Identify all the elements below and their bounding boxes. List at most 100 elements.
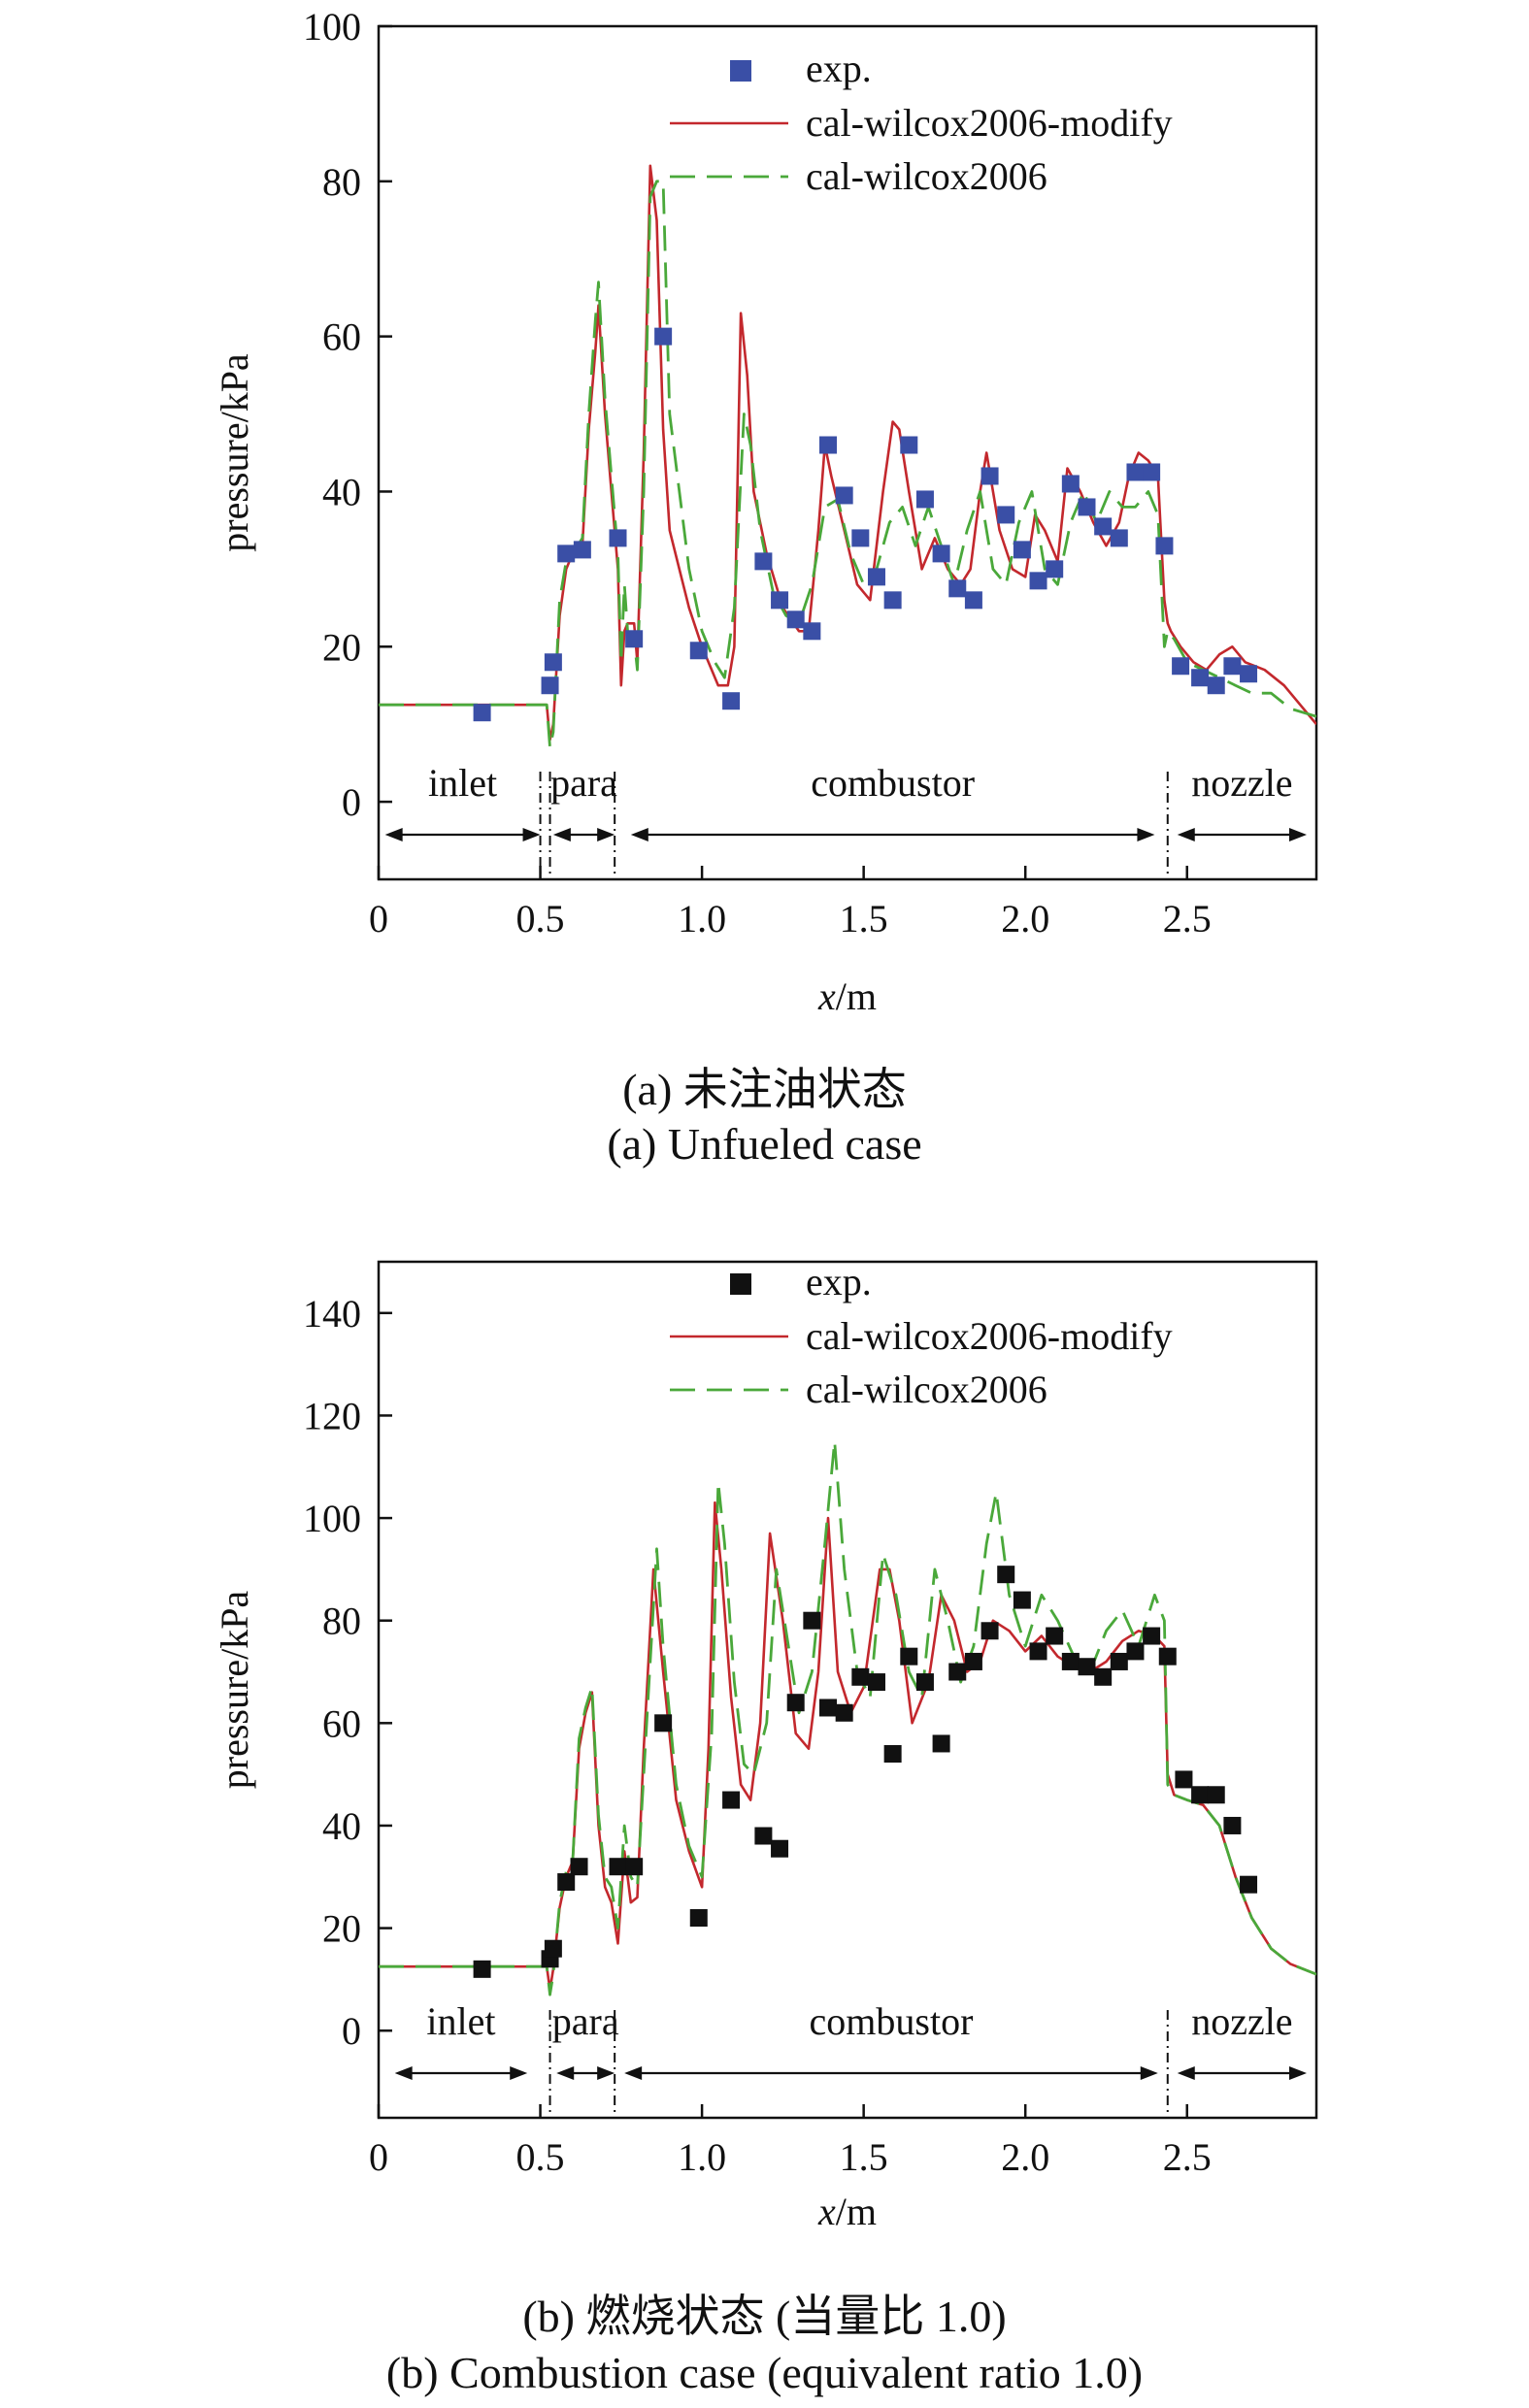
exp-point xyxy=(981,467,999,485)
arrow-head-left xyxy=(556,2066,575,2080)
exp-point xyxy=(625,630,644,648)
exp-point xyxy=(835,1703,853,1722)
exp-point xyxy=(1172,657,1190,676)
exp-point xyxy=(1191,1786,1210,1804)
exp-point xyxy=(786,610,805,629)
legend-marker-exp xyxy=(730,1273,751,1295)
x-axis-unit: /m xyxy=(836,2190,877,2233)
exp-point xyxy=(771,1839,789,1858)
series-line-wilcox2006 xyxy=(379,1439,1316,1996)
y-tick-label: 20 xyxy=(322,1907,361,1951)
exp-point xyxy=(1110,529,1128,547)
exp-point xyxy=(819,1699,838,1717)
exp-point xyxy=(754,1827,773,1845)
legend-label-exp: exp. xyxy=(806,47,872,90)
y-tick-label: 140 xyxy=(303,1292,361,1336)
legend-label-modify: cal-wilcox2006-modify xyxy=(806,101,1173,145)
caption-b-en: (b) Combustion case (equivalent ratio 1.… xyxy=(385,2348,1144,2397)
region-label-para: para xyxy=(552,1999,619,2043)
exp-point xyxy=(1240,1875,1258,1894)
exp-point xyxy=(948,1663,967,1681)
y-tick-label: 20 xyxy=(322,625,361,669)
exp-point xyxy=(544,1939,562,1958)
exp-point xyxy=(1191,669,1210,687)
exp-point xyxy=(948,579,967,598)
exp-point xyxy=(654,1714,673,1732)
legend: exp. cal-wilcox2006-modify cal-wilcox2006 xyxy=(670,47,1173,198)
y-axis-label: pressure/kPa xyxy=(213,353,256,552)
arrow-head-left xyxy=(624,2066,643,2080)
exp-point xyxy=(1094,1667,1113,1686)
exp-point xyxy=(1013,1591,1031,1609)
plot-frame xyxy=(377,24,1318,881)
arrow-head-left xyxy=(384,828,403,841)
exp-point xyxy=(1223,657,1242,676)
legend-label-wilcox2006: cal-wilcox2006 xyxy=(806,1368,1047,1411)
exp-point xyxy=(1207,676,1225,695)
x-tick-label: 1.0 xyxy=(678,2135,726,2179)
exp-point xyxy=(473,704,491,722)
y-tick-label: 120 xyxy=(303,1394,361,1437)
exp-point xyxy=(609,1858,627,1876)
caption-a-cn: (a) 未注油状态 xyxy=(622,1065,907,1114)
legend-label-exp: exp. xyxy=(806,1260,872,1303)
y-tick-label: 40 xyxy=(322,1804,361,1848)
exp-point xyxy=(932,544,950,563)
x-tick-label: 1.5 xyxy=(840,2135,888,2179)
region-label-combustor: combustor xyxy=(811,761,975,805)
x-tick-label: 1.5 xyxy=(840,897,888,940)
legend-marker-exp xyxy=(730,60,751,82)
arrow-head-left xyxy=(1177,2066,1195,2080)
region-label-inlet: inlet xyxy=(426,1999,495,2043)
region-label-combustor: combustor xyxy=(810,1999,974,2043)
x-axis-label: x/m xyxy=(817,974,877,1018)
x-tick-label: 0 xyxy=(369,2135,388,2179)
y-tick-label: 0 xyxy=(342,2009,361,2053)
x-tick-label: 2.0 xyxy=(1001,2135,1049,2179)
exp-point xyxy=(819,436,838,454)
y-tick-label: 60 xyxy=(322,315,361,359)
exp-point xyxy=(573,541,591,559)
x-tick-label: 2.5 xyxy=(1163,2135,1212,2179)
arrow-head-left xyxy=(394,2066,413,2080)
exp-point xyxy=(932,1734,950,1753)
exp-point xyxy=(689,642,708,660)
exp-point xyxy=(1094,517,1113,536)
legend-label-modify: cal-wilcox2006-modify xyxy=(806,1314,1173,1358)
arrow-head-right xyxy=(597,2066,615,2080)
exp-point xyxy=(1175,1770,1193,1789)
chart-b: 0 20 40 60 80 100 120 140 0 0.5 1.0 1.5 2.0 2.5 x/m pre… xyxy=(213,1260,1318,2233)
exp-point xyxy=(473,1960,491,1978)
exp-point xyxy=(1029,1642,1047,1661)
exp-point xyxy=(900,436,918,454)
exp-point xyxy=(1078,498,1096,516)
y-tick-label: 80 xyxy=(322,160,361,204)
exp-point xyxy=(1126,1642,1145,1661)
x-tick-label: 0 xyxy=(369,897,388,940)
series-line-wilcox2006-modify xyxy=(379,1501,1316,1992)
arrow-head-right xyxy=(1137,828,1155,841)
y-tick-label: 100 xyxy=(303,1497,361,1540)
exp-point xyxy=(997,1566,1015,1584)
x-axis-var: x xyxy=(817,2190,836,2233)
exp-point xyxy=(754,552,773,571)
caption-a-en: (a) Unfueled case xyxy=(607,1119,922,1169)
exp-point xyxy=(1143,1627,1161,1645)
exp-point xyxy=(803,1611,821,1630)
exp-point xyxy=(1155,537,1174,555)
y-tick-label: 60 xyxy=(322,1701,361,1745)
y-axis-label: pressure/kPa xyxy=(213,1591,256,1790)
caption-b-cn: (b) 燃烧状态 (当量比 1.0) xyxy=(522,2292,1007,2341)
arrow-head-right xyxy=(597,828,615,841)
exp-point xyxy=(851,1667,870,1686)
exp-point xyxy=(883,1745,902,1764)
exp-point xyxy=(867,1673,885,1692)
exp-point xyxy=(1207,1786,1225,1804)
x-tick-label: 2.5 xyxy=(1163,897,1212,940)
exp-point xyxy=(803,622,821,641)
legend-label-wilcox2006: cal-wilcox2006 xyxy=(806,154,1047,198)
exp-point xyxy=(1223,1816,1242,1834)
y-tick-label: 0 xyxy=(342,780,361,824)
exp-point xyxy=(722,692,741,710)
x-tick-label: 2.0 xyxy=(1001,897,1049,940)
